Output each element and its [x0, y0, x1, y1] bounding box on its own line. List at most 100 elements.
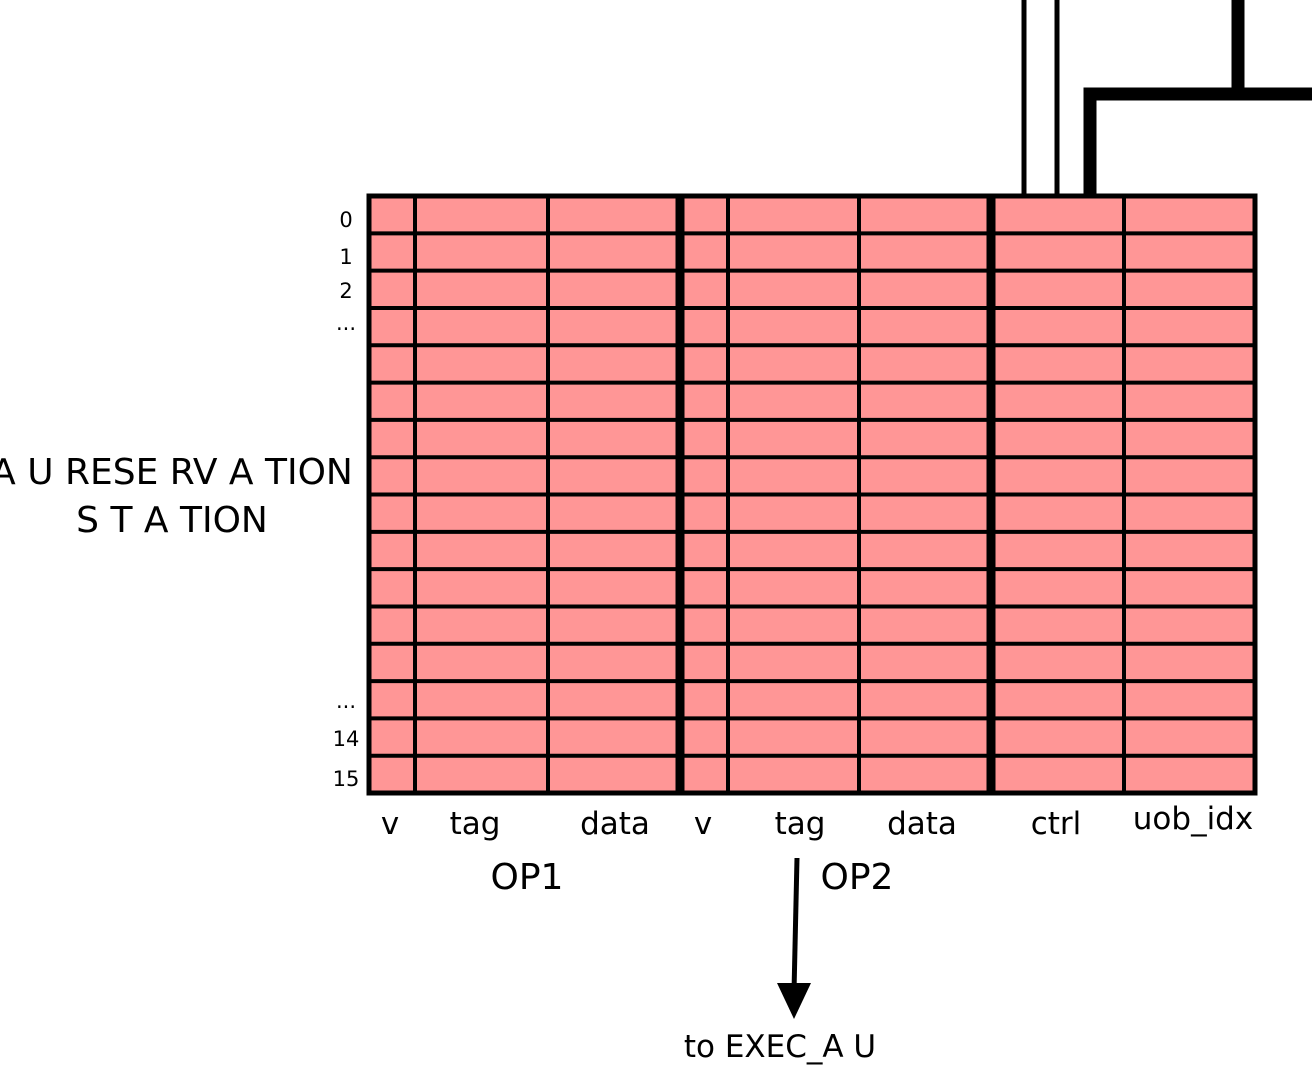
table-border: [366, 193, 1258, 796]
table-cell: [415, 643, 548, 682]
table-cell: [1124, 681, 1255, 719]
col-header-op2-tag: tag: [775, 806, 826, 842]
row-index-labels: 0 1 2 ... ... 14 15: [333, 208, 360, 791]
table-cell: [1124, 382, 1255, 420]
group-label-op2: OP2: [821, 857, 894, 898]
table-cell: [1124, 643, 1255, 682]
table-cell: [1124, 718, 1255, 756]
table-cell: [1124, 419, 1255, 458]
table-cell: [548, 419, 680, 458]
table-cell: [680, 345, 728, 383]
table-cell: [415, 718, 548, 756]
table-cell: [728, 345, 859, 383]
table-cell: [859, 569, 991, 607]
table-cell: [680, 307, 728, 346]
table-cell: [728, 681, 859, 719]
col-header-op1-data: data: [580, 806, 650, 842]
table-cell: [680, 681, 728, 719]
table-cell: [415, 755, 548, 793]
table-cell: [1124, 345, 1255, 383]
table-cell: [369, 606, 415, 644]
table-cell: [991, 196, 1124, 234]
table-cell: [548, 755, 680, 793]
table-cell: [369, 233, 415, 271]
table-cell: [369, 307, 415, 346]
table-cell: [415, 606, 548, 644]
table-cell: [369, 382, 415, 420]
table-cell: [991, 681, 1124, 719]
table-cell: [859, 755, 991, 793]
table-cell: [859, 233, 991, 271]
table-cell: [991, 494, 1124, 532]
row-label-ellipsis-bottom: ...: [336, 689, 356, 713]
table-cell: [1124, 307, 1255, 346]
table-cell: [548, 270, 680, 308]
table-cell: [548, 233, 680, 271]
table-cell: [859, 718, 991, 756]
table-cell: [728, 569, 859, 607]
table-cell: [728, 494, 859, 532]
table-cell: [415, 569, 548, 607]
reservation-table: [366, 193, 1258, 796]
table-cell: [728, 606, 859, 644]
table-cell: [369, 531, 415, 570]
table-cell: [415, 270, 548, 308]
table-cell: [680, 569, 728, 607]
table-cell: [369, 345, 415, 383]
table-cell: [680, 718, 728, 756]
table-cell: [369, 718, 415, 756]
table-cell: [1124, 233, 1255, 271]
table-cell: [728, 233, 859, 271]
table-cell: [728, 419, 859, 458]
table-cell: [991, 270, 1124, 308]
table-cell: [728, 755, 859, 793]
table-cell: [548, 307, 680, 346]
group-label-op1: OP1: [491, 857, 564, 898]
row-label-14: 14: [333, 727, 360, 751]
table-cell: [680, 606, 728, 644]
table-cell: [680, 382, 728, 420]
table-cell: [859, 307, 991, 346]
column-headers: v tag data v tag data ctrl uob_idx: [381, 801, 1253, 842]
operand-group-labels: OP1 OP2: [491, 857, 894, 898]
input-wires: [1021, 0, 1312, 196]
table-cell: [728, 457, 859, 495]
table-cell: [415, 345, 548, 383]
table-cell: [548, 196, 680, 234]
table-cell: [1124, 531, 1255, 570]
table-cell: [680, 233, 728, 271]
table-cell: [859, 643, 991, 682]
table-cell: [728, 643, 859, 682]
row-label-1: 1: [339, 245, 352, 269]
output-arrow-shaft: [791, 857, 800, 993]
station-title: A U RESE RV A TION S T A TION: [0, 452, 353, 541]
table-cell: [859, 382, 991, 420]
table-cell: [369, 755, 415, 793]
thick-bus-wire: [1083, 87, 1312, 196]
table-cell: [369, 270, 415, 308]
table-cell: [369, 681, 415, 719]
table-cell: [859, 270, 991, 308]
table-cell: [1124, 494, 1255, 532]
table-cell: [728, 382, 859, 420]
row-label-2: 2: [339, 279, 352, 303]
table-cell: [680, 643, 728, 682]
table-cell: [859, 196, 991, 234]
row-label-15: 15: [333, 767, 360, 791]
table-cell: [548, 345, 680, 383]
col-header-op2-v: v: [694, 806, 712, 842]
table-cell: [1124, 606, 1255, 644]
table-cell: [991, 233, 1124, 271]
table-cell: [415, 419, 548, 458]
table-cell: [369, 419, 415, 458]
table-cell: [1124, 457, 1255, 495]
table-cell: [548, 457, 680, 495]
table-cell: [415, 457, 548, 495]
table-cell: [859, 681, 991, 719]
table-cell: [991, 307, 1124, 346]
table-cell: [415, 233, 548, 271]
col-header-ctrl: ctrl: [1031, 806, 1082, 842]
table-cell: [1124, 755, 1255, 793]
output-destination-label: to EXEC_A U: [684, 1029, 876, 1065]
